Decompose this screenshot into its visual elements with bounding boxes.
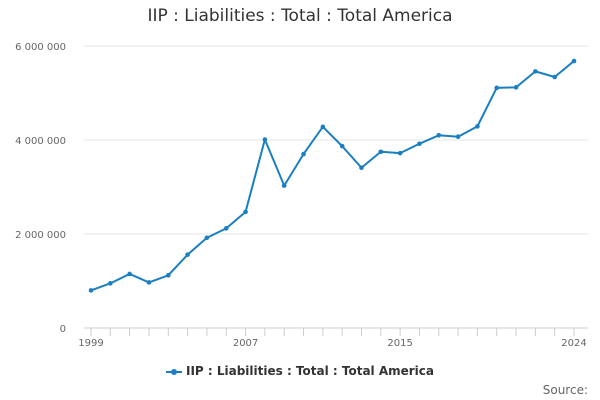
data-point — [223, 226, 229, 231]
data-point — [185, 252, 190, 257]
chart-title: IIP : Liabilities : Total : Total Americ… — [147, 6, 453, 26]
y-tick-label: 6 000 000 — [15, 42, 66, 53]
y-tick-label: 2 000 000 — [15, 230, 66, 241]
y-tick-label: 4 000 000 — [15, 136, 66, 147]
x-tick-label: 1999 — [78, 338, 103, 349]
data-point — [494, 85, 500, 91]
legend-label: IIP : Liabilities : Total : Total Americ… — [185, 364, 435, 378]
legend[interactable]: IIP : Liabilities : Total : Total Americ… — [0, 364, 600, 378]
y-tick-label: 0 — [60, 324, 66, 335]
series-layer — [88, 58, 577, 293]
x-tick-label: 2007 — [233, 338, 258, 349]
data-point — [455, 134, 461, 140]
data-point — [146, 280, 152, 285]
data-point — [262, 137, 268, 142]
tick-labels: 0 2 000 000 4 000 000 6 000 000 1999 2007 2015… — [15, 42, 587, 349]
data-point — [359, 165, 364, 171]
data-point — [533, 69, 538, 74]
x-tick-label: 2024 — [561, 338, 586, 349]
source-label[interactable]: Source: — [542, 383, 588, 397]
data-point — [243, 209, 248, 215]
x-tick-label: 2015 — [387, 338, 412, 349]
data-point — [397, 150, 403, 156]
series-line — [90, 60, 575, 292]
data-point — [552, 74, 557, 80]
data-point — [378, 149, 384, 155]
data-point — [301, 151, 306, 157]
x-axis — [84, 327, 588, 336]
data-point — [281, 183, 287, 188]
data-point — [417, 141, 422, 147]
data-point — [320, 124, 326, 130]
data-point — [165, 273, 171, 278]
legend-swatch — [165, 368, 182, 375]
data-point — [88, 288, 94, 293]
data-point — [571, 58, 577, 64]
data-point — [108, 281, 113, 286]
data-point — [513, 85, 519, 90]
data-point — [339, 143, 345, 149]
data-point — [475, 124, 480, 129]
data-point — [436, 133, 442, 138]
data-point — [204, 235, 210, 241]
data-point — [127, 271, 132, 277]
